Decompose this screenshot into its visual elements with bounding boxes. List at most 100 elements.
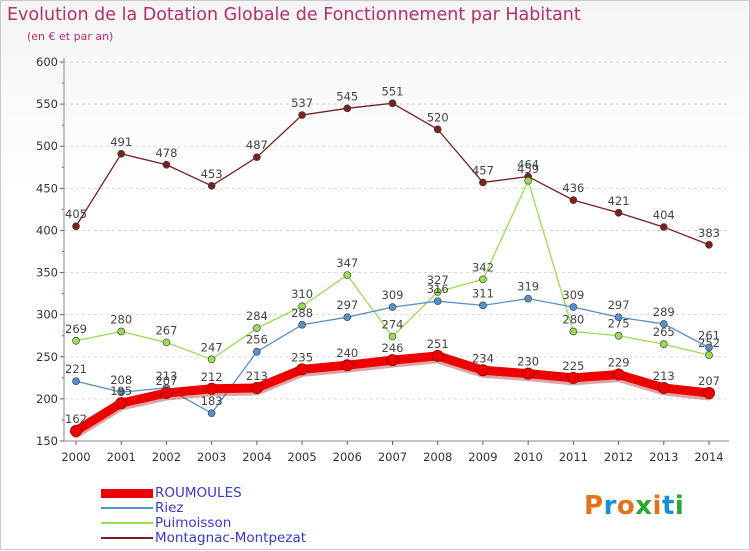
data-label-montagnac-montpezat: 383 bbox=[698, 226, 720, 240]
data-point-riez bbox=[433, 297, 442, 306]
data-label-roumoules: 230 bbox=[517, 355, 539, 369]
y-tick-label: 550 bbox=[36, 97, 58, 111]
x-tick-label: 2005 bbox=[287, 450, 316, 464]
data-point-puimoisson bbox=[569, 327, 578, 336]
data-point-montagnac-montpezat bbox=[72, 222, 80, 231]
data-label-puimoisson: 265 bbox=[653, 325, 675, 339]
data-point-montagnac-montpezat bbox=[388, 99, 397, 108]
data-point-riez bbox=[298, 320, 306, 329]
data-label-puimoisson: 347 bbox=[336, 256, 358, 270]
data-point-puimoisson bbox=[614, 331, 623, 340]
data-label-roumoules: 212 bbox=[201, 370, 223, 384]
data-point-montagnac-montpezat bbox=[433, 125, 442, 134]
data-label-montagnac-montpezat: 487 bbox=[246, 138, 268, 152]
x-tick-label: 2003 bbox=[197, 450, 226, 464]
y-tick-label: 200 bbox=[36, 392, 58, 406]
data-label-riez: 221 bbox=[65, 362, 87, 376]
data-point-roumoules bbox=[70, 424, 82, 437]
y-tick-label: 400 bbox=[36, 223, 58, 237]
data-point-riez bbox=[207, 409, 216, 418]
data-point-puimoisson bbox=[343, 271, 352, 279]
legend-item-roumoules: ROUMOULES bbox=[101, 485, 361, 501]
data-label-montagnac-montpezat: 551 bbox=[382, 84, 404, 98]
data-label-puimoisson: 327 bbox=[427, 273, 449, 287]
data-label-puimoisson: 310 bbox=[291, 287, 313, 301]
y-tick-label: 450 bbox=[36, 181, 58, 195]
logo-letter: t bbox=[661, 491, 675, 521]
data-label-roumoules: 225 bbox=[562, 359, 584, 373]
data-point-roumoules bbox=[341, 359, 354, 372]
x-tick-label: 2001 bbox=[107, 450, 136, 464]
data-point-riez bbox=[388, 303, 397, 311]
data-label-roumoules: 213 bbox=[246, 369, 268, 383]
data-label-montagnac-montpezat: 405 bbox=[65, 207, 87, 221]
proxiti-logo: Proxiti bbox=[584, 491, 684, 521]
y-tick-label: 600 bbox=[36, 55, 58, 69]
data-point-roumoules bbox=[115, 397, 128, 410]
data-label-puimoisson: 459 bbox=[517, 162, 539, 176]
data-label-puimoisson: 247 bbox=[201, 340, 223, 354]
data-point-riez bbox=[253, 347, 261, 356]
x-tick-label: 2000 bbox=[61, 450, 90, 464]
data-point-puimoisson bbox=[705, 351, 713, 359]
data-label-montagnac-montpezat: 457 bbox=[472, 163, 494, 177]
legend-swatch-puimoisson bbox=[101, 522, 153, 524]
legend-swatch-roumoules bbox=[101, 489, 153, 498]
data-point-montagnac-montpezat bbox=[117, 149, 126, 158]
data-point-roumoules bbox=[657, 381, 670, 394]
logo-letter: r bbox=[603, 491, 617, 521]
x-tick-label: 2010 bbox=[514, 450, 543, 464]
data-label-roumoules: 234 bbox=[472, 351, 494, 365]
data-label-puimoisson: 280 bbox=[562, 313, 584, 327]
legend-swatch-montagnac-montpezat bbox=[101, 537, 153, 539]
data-label-riez: 319 bbox=[517, 280, 539, 294]
data-label-puimoisson: 342 bbox=[472, 260, 494, 274]
data-point-puimoisson bbox=[524, 176, 532, 185]
data-point-montagnac-montpezat bbox=[659, 223, 668, 231]
data-label-riez: 311 bbox=[472, 286, 494, 300]
data-point-puimoisson bbox=[117, 327, 126, 336]
logo-letter: P bbox=[584, 491, 604, 521]
data-label-puimoisson: 280 bbox=[110, 313, 132, 327]
data-point-puimoisson bbox=[659, 340, 668, 348]
data-label-puimoisson: 269 bbox=[65, 322, 87, 336]
y-tick-label: 350 bbox=[36, 266, 58, 280]
data-label-roumoules: 246 bbox=[382, 341, 404, 355]
y-tick-label: 150 bbox=[36, 434, 58, 448]
data-point-roumoules bbox=[160, 386, 173, 399]
x-tick-label: 2013 bbox=[649, 450, 678, 464]
data-point-puimoisson bbox=[298, 302, 306, 311]
x-tick-label: 2014 bbox=[694, 450, 723, 464]
legend-item-riez: Riez bbox=[101, 500, 361, 516]
data-label-montagnac-montpezat: 545 bbox=[336, 89, 358, 103]
chart-title: Evolution de la Dotation Globale de Fonc… bbox=[7, 5, 581, 25]
data-label-roumoules: 162 bbox=[65, 412, 87, 426]
data-label-riez: 316 bbox=[427, 282, 449, 296]
data-point-roumoules bbox=[296, 363, 309, 376]
data-label-riez: 288 bbox=[291, 306, 313, 320]
series-line-montagnac-montpezat bbox=[75, 102, 710, 246]
data-label-montagnac-montpezat: 421 bbox=[608, 194, 630, 208]
data-label-montagnac-montpezat: 478 bbox=[155, 146, 177, 160]
y-tick-label: 500 bbox=[36, 139, 58, 153]
data-label-roumoules: 251 bbox=[427, 337, 449, 351]
data-point-roumoules bbox=[612, 368, 625, 381]
data-label-roumoules: 229 bbox=[608, 355, 630, 369]
data-point-riez bbox=[569, 303, 578, 311]
data-label-riez: 261 bbox=[698, 329, 720, 343]
data-label-riez: 213 bbox=[155, 369, 177, 383]
legend-label-riez: Riez bbox=[155, 500, 184, 516]
data-point-puimoisson bbox=[72, 336, 80, 345]
data-point-roumoules bbox=[386, 354, 399, 367]
x-tick-label: 2009 bbox=[468, 450, 497, 464]
data-label-puimoisson: 274 bbox=[382, 318, 404, 332]
data-label-puimoisson: 275 bbox=[608, 317, 630, 331]
data-point-roumoules bbox=[522, 367, 535, 380]
data-point-puimoisson bbox=[479, 275, 487, 284]
data-point-montagnac-montpezat bbox=[207, 181, 216, 190]
data-label-puimoisson: 284 bbox=[246, 309, 268, 323]
data-point-montagnac-montpezat bbox=[162, 160, 171, 169]
data-point-roumoules bbox=[431, 349, 444, 362]
